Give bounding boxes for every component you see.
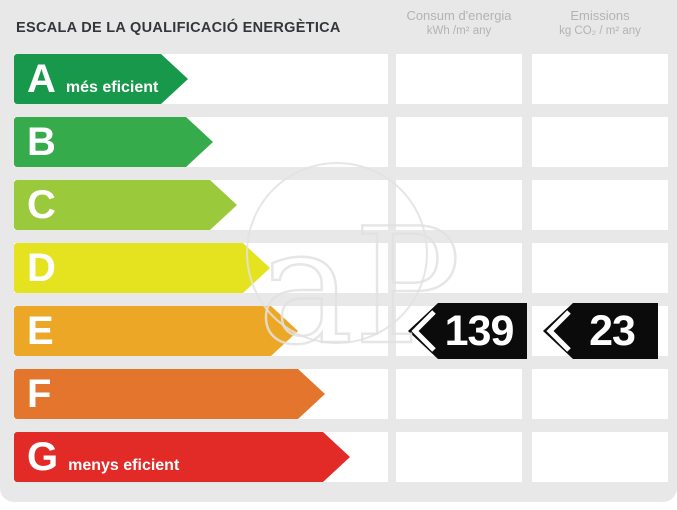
row-cell-emissions: [532, 369, 668, 419]
band-arrow-f: F: [14, 369, 325, 419]
consumption-value-pointer: 139: [405, 303, 527, 359]
consumption-header-name: Consum d'energia: [406, 8, 512, 23]
row-cell-consumption: [396, 54, 522, 104]
band-letter: B: [27, 120, 56, 164]
rating-row-d: D: [0, 243, 677, 293]
column-header-emissions: Emissions kg CO₂ / m² any: [532, 8, 668, 39]
row-cell-consumption: [396, 180, 522, 230]
emissions-value: 23: [589, 307, 636, 355]
band-label: més eficient: [65, 79, 159, 96]
black-arrow-icon: [543, 303, 658, 359]
band-letter: C: [27, 183, 56, 227]
emissions-value-pointer: 23: [540, 303, 658, 359]
band-label: menys eficient: [68, 457, 180, 474]
row-cell-consumption: [396, 243, 522, 293]
row-cell-emissions: [532, 432, 668, 482]
band-arrow-e: E: [14, 306, 298, 356]
emissions-header-unit: kg CO₂ / m² any: [559, 25, 641, 37]
row-cell-emissions: [532, 54, 668, 104]
row-cell-emissions: [532, 117, 668, 167]
rating-row-c: C: [0, 180, 677, 230]
rating-row-f: F: [0, 369, 677, 419]
column-header-consumption: Consum d'energia kWh /m² any: [396, 8, 522, 39]
row-cell-emissions: [532, 180, 668, 230]
band-letter: A: [27, 57, 56, 101]
band-letter: D: [27, 246, 56, 290]
row-cell-consumption: [396, 369, 522, 419]
rating-row-b: B: [0, 117, 677, 167]
row-cell-consumption: [396, 432, 522, 482]
consumption-header-unit: kWh /m² any: [426, 25, 492, 37]
row-cell-emissions: [532, 243, 668, 293]
page-title: ESCALA DE LA QUALIFICACIÓ ENERGÈTICA: [16, 20, 341, 36]
band-letter: E: [27, 309, 54, 353]
band-letter: F: [27, 372, 52, 416]
consumption-value: 139: [444, 307, 515, 355]
row-cell-consumption: [396, 117, 522, 167]
band-arrow-b: B: [14, 117, 213, 167]
band-letter: G: [27, 435, 59, 479]
band-arrow-d: D: [14, 243, 270, 293]
band-arrow-c: C: [14, 180, 237, 230]
emissions-header-name: Emissions: [570, 8, 630, 23]
